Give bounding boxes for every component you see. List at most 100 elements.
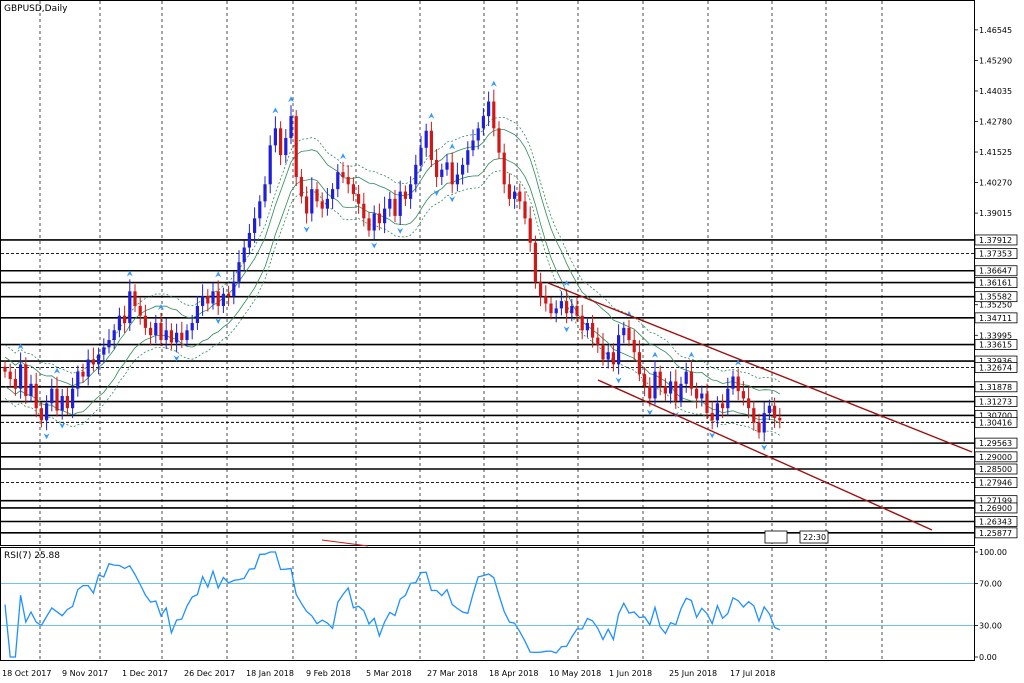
candle-body: [253, 218, 257, 233]
candle-body: [549, 303, 553, 314]
fractal-up-marker: [272, 107, 279, 114]
scroll-shift-button[interactable]: [764, 530, 788, 544]
price-level-box: [974, 381, 1018, 393]
price-level-box: [974, 437, 1018, 449]
fractal-down-marker: [397, 227, 404, 234]
candle-body: [471, 140, 475, 151]
candle-body: [627, 327, 631, 341]
candle-body: [13, 378, 17, 389]
candle-body: [273, 128, 277, 146]
inner-envelope-up: [4, 129, 781, 395]
candle-body: [206, 296, 210, 304]
fractal-down-marker: [615, 377, 622, 384]
price-tick-label: 1.40270: [979, 179, 1012, 188]
candle-body: [268, 145, 272, 185]
candle-body: [185, 330, 189, 341]
candle-body: [679, 383, 683, 401]
candle-body: [533, 242, 537, 282]
candle-body: [414, 164, 418, 185]
candle-body: [175, 332, 179, 343]
candle-body: [669, 381, 673, 394]
candle-body: [575, 305, 579, 316]
price-tick-label: 1.37912: [979, 236, 1012, 245]
candle-body: [97, 354, 101, 365]
candle-body: [663, 386, 667, 394]
candle-body: [149, 327, 153, 336]
candle-body: [65, 395, 69, 409]
candle-body: [554, 308, 558, 314]
price-tick-label: 1.37353: [979, 250, 1012, 259]
fractal-down-marker: [433, 189, 440, 196]
candle-body: [643, 374, 647, 387]
date-tick-label: 9 Nov 2017: [62, 669, 108, 678]
candle-body: [695, 388, 699, 399]
candle-body: [466, 150, 470, 165]
candle-body: [674, 381, 678, 401]
date-tick-label: 1 Dec 2017: [122, 669, 168, 678]
candle-body: [570, 305, 574, 314]
fractal-down-marker: [173, 355, 180, 362]
candle-body: [86, 359, 90, 377]
date-tick-label: 17 Jul 2018: [730, 669, 775, 678]
price-level-box: [974, 248, 1018, 259]
date-tick-label: 9 Feb 2018: [306, 669, 351, 678]
date-tick-label: 1 Jun 2018: [609, 669, 652, 678]
candle-body: [305, 196, 309, 214]
price-tick-label: 1.42780: [979, 117, 1012, 126]
candle-body: [39, 408, 43, 421]
price-level-box: [974, 277, 1018, 288]
price-level-box: [974, 463, 1018, 475]
candle-body: [102, 347, 106, 355]
price-tick-label: 1.30416: [979, 418, 1012, 427]
price-level-box: [974, 502, 1018, 514]
price-tick-label: 1.27199: [979, 497, 1012, 506]
candle-body: [190, 322, 194, 331]
date-tick-label: 18 Jan 2018: [246, 669, 294, 678]
candle-body: [565, 301, 569, 314]
candle-body: [450, 162, 454, 185]
candle-body: [752, 408, 756, 423]
candle-body: [336, 172, 340, 190]
price-tick-label: 1.31878: [979, 383, 1012, 392]
candle-body: [601, 344, 605, 360]
candle-body: [658, 371, 662, 387]
fractal-down-marker: [709, 432, 716, 439]
price-level-box: [974, 527, 1018, 539]
candle-body: [351, 184, 355, 195]
price-level-box: [974, 416, 1018, 428]
price-level-box: [974, 234, 1018, 246]
candle-body: [24, 364, 28, 396]
candle-body: [138, 305, 142, 316]
candle-body: [715, 403, 719, 421]
candle-body: [76, 371, 80, 389]
candle-body: [211, 291, 215, 304]
channel-lower-line: [597, 379, 933, 531]
price-tick-label: 1.30700: [979, 411, 1012, 420]
candle-body: [341, 172, 345, 177]
fractal-up-marker: [428, 112, 435, 119]
fractal-down-marker: [646, 409, 653, 416]
main-chart-frame: [0, 0, 975, 546]
price-level-box: [974, 339, 1018, 350]
candle-body: [585, 322, 589, 331]
candle-body: [331, 189, 335, 199]
candle-body: [741, 391, 745, 399]
envelope-bands: [4, 117, 781, 436]
price-tick-label: 1.33995: [979, 331, 1012, 340]
date-tick-label: 18 Apr 2018: [489, 669, 538, 678]
rsi-tick-label: 100.00: [979, 548, 1007, 557]
price-tick-label: 1.28500: [979, 465, 1012, 474]
price-level-box: [974, 477, 1018, 488]
fractal-up-marker: [126, 270, 133, 277]
candle-body: [91, 359, 95, 365]
candle-body: [726, 388, 730, 409]
candle-body: [357, 194, 361, 204]
candle-body: [393, 198, 397, 216]
candle-body: [346, 176, 350, 185]
rsi-line: [4, 551, 781, 658]
candle-body: [169, 330, 173, 343]
candle-body: [481, 116, 485, 129]
outer-envelope-up: [4, 117, 781, 383]
candle-body: [773, 405, 777, 418]
price-tick-label: 1.29563: [979, 439, 1012, 448]
